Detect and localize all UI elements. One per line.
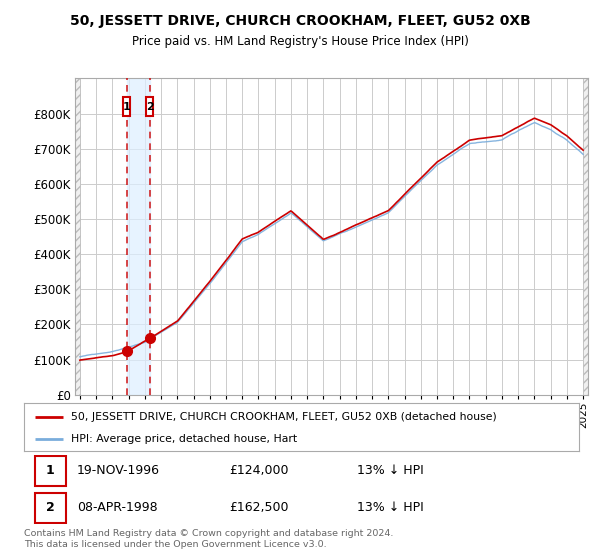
Text: Price paid vs. HM Land Registry's House Price Index (HPI): Price paid vs. HM Land Registry's House … xyxy=(131,35,469,48)
Text: £162,500: £162,500 xyxy=(229,501,289,515)
Text: 1: 1 xyxy=(122,101,130,111)
Text: 50, JESSETT DRIVE, CHURCH CROOKHAM, FLEET, GU52 0XB (detached house): 50, JESSETT DRIVE, CHURCH CROOKHAM, FLEE… xyxy=(71,412,497,422)
Text: Contains HM Land Registry data © Crown copyright and database right 2024.
This d: Contains HM Land Registry data © Crown c… xyxy=(24,529,394,549)
Text: 50, JESSETT DRIVE, CHURCH CROOKHAM, FLEET, GU52 0XB: 50, JESSETT DRIVE, CHURCH CROOKHAM, FLEE… xyxy=(70,14,530,28)
Text: £124,000: £124,000 xyxy=(229,464,289,478)
Text: 13% ↓ HPI: 13% ↓ HPI xyxy=(357,501,424,515)
Bar xyxy=(146,97,153,116)
Text: 2: 2 xyxy=(146,101,154,111)
Text: 08-APR-1998: 08-APR-1998 xyxy=(77,501,157,515)
Text: 19-NOV-1996: 19-NOV-1996 xyxy=(77,464,160,478)
Text: 1: 1 xyxy=(46,464,55,478)
Bar xyxy=(127,78,149,395)
Text: 13% ↓ HPI: 13% ↓ HPI xyxy=(357,464,424,478)
Bar xyxy=(123,97,130,116)
Bar xyxy=(35,456,65,486)
Text: 2: 2 xyxy=(46,501,55,515)
Bar xyxy=(35,493,65,523)
Text: HPI: Average price, detached house, Hart: HPI: Average price, detached house, Hart xyxy=(71,434,298,444)
